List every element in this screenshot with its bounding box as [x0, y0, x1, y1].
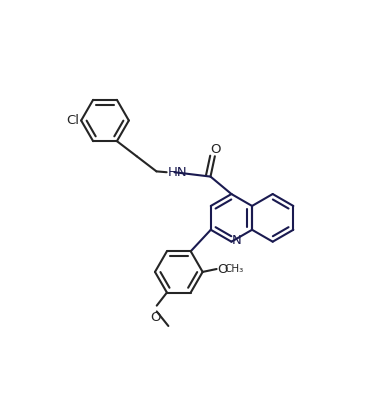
Text: N: N — [232, 234, 242, 247]
Text: CH₃: CH₃ — [225, 264, 244, 274]
Text: Cl: Cl — [66, 114, 79, 127]
Text: O: O — [210, 143, 220, 156]
Text: O: O — [217, 262, 228, 275]
Text: O: O — [151, 311, 161, 324]
Text: HN: HN — [168, 166, 188, 179]
